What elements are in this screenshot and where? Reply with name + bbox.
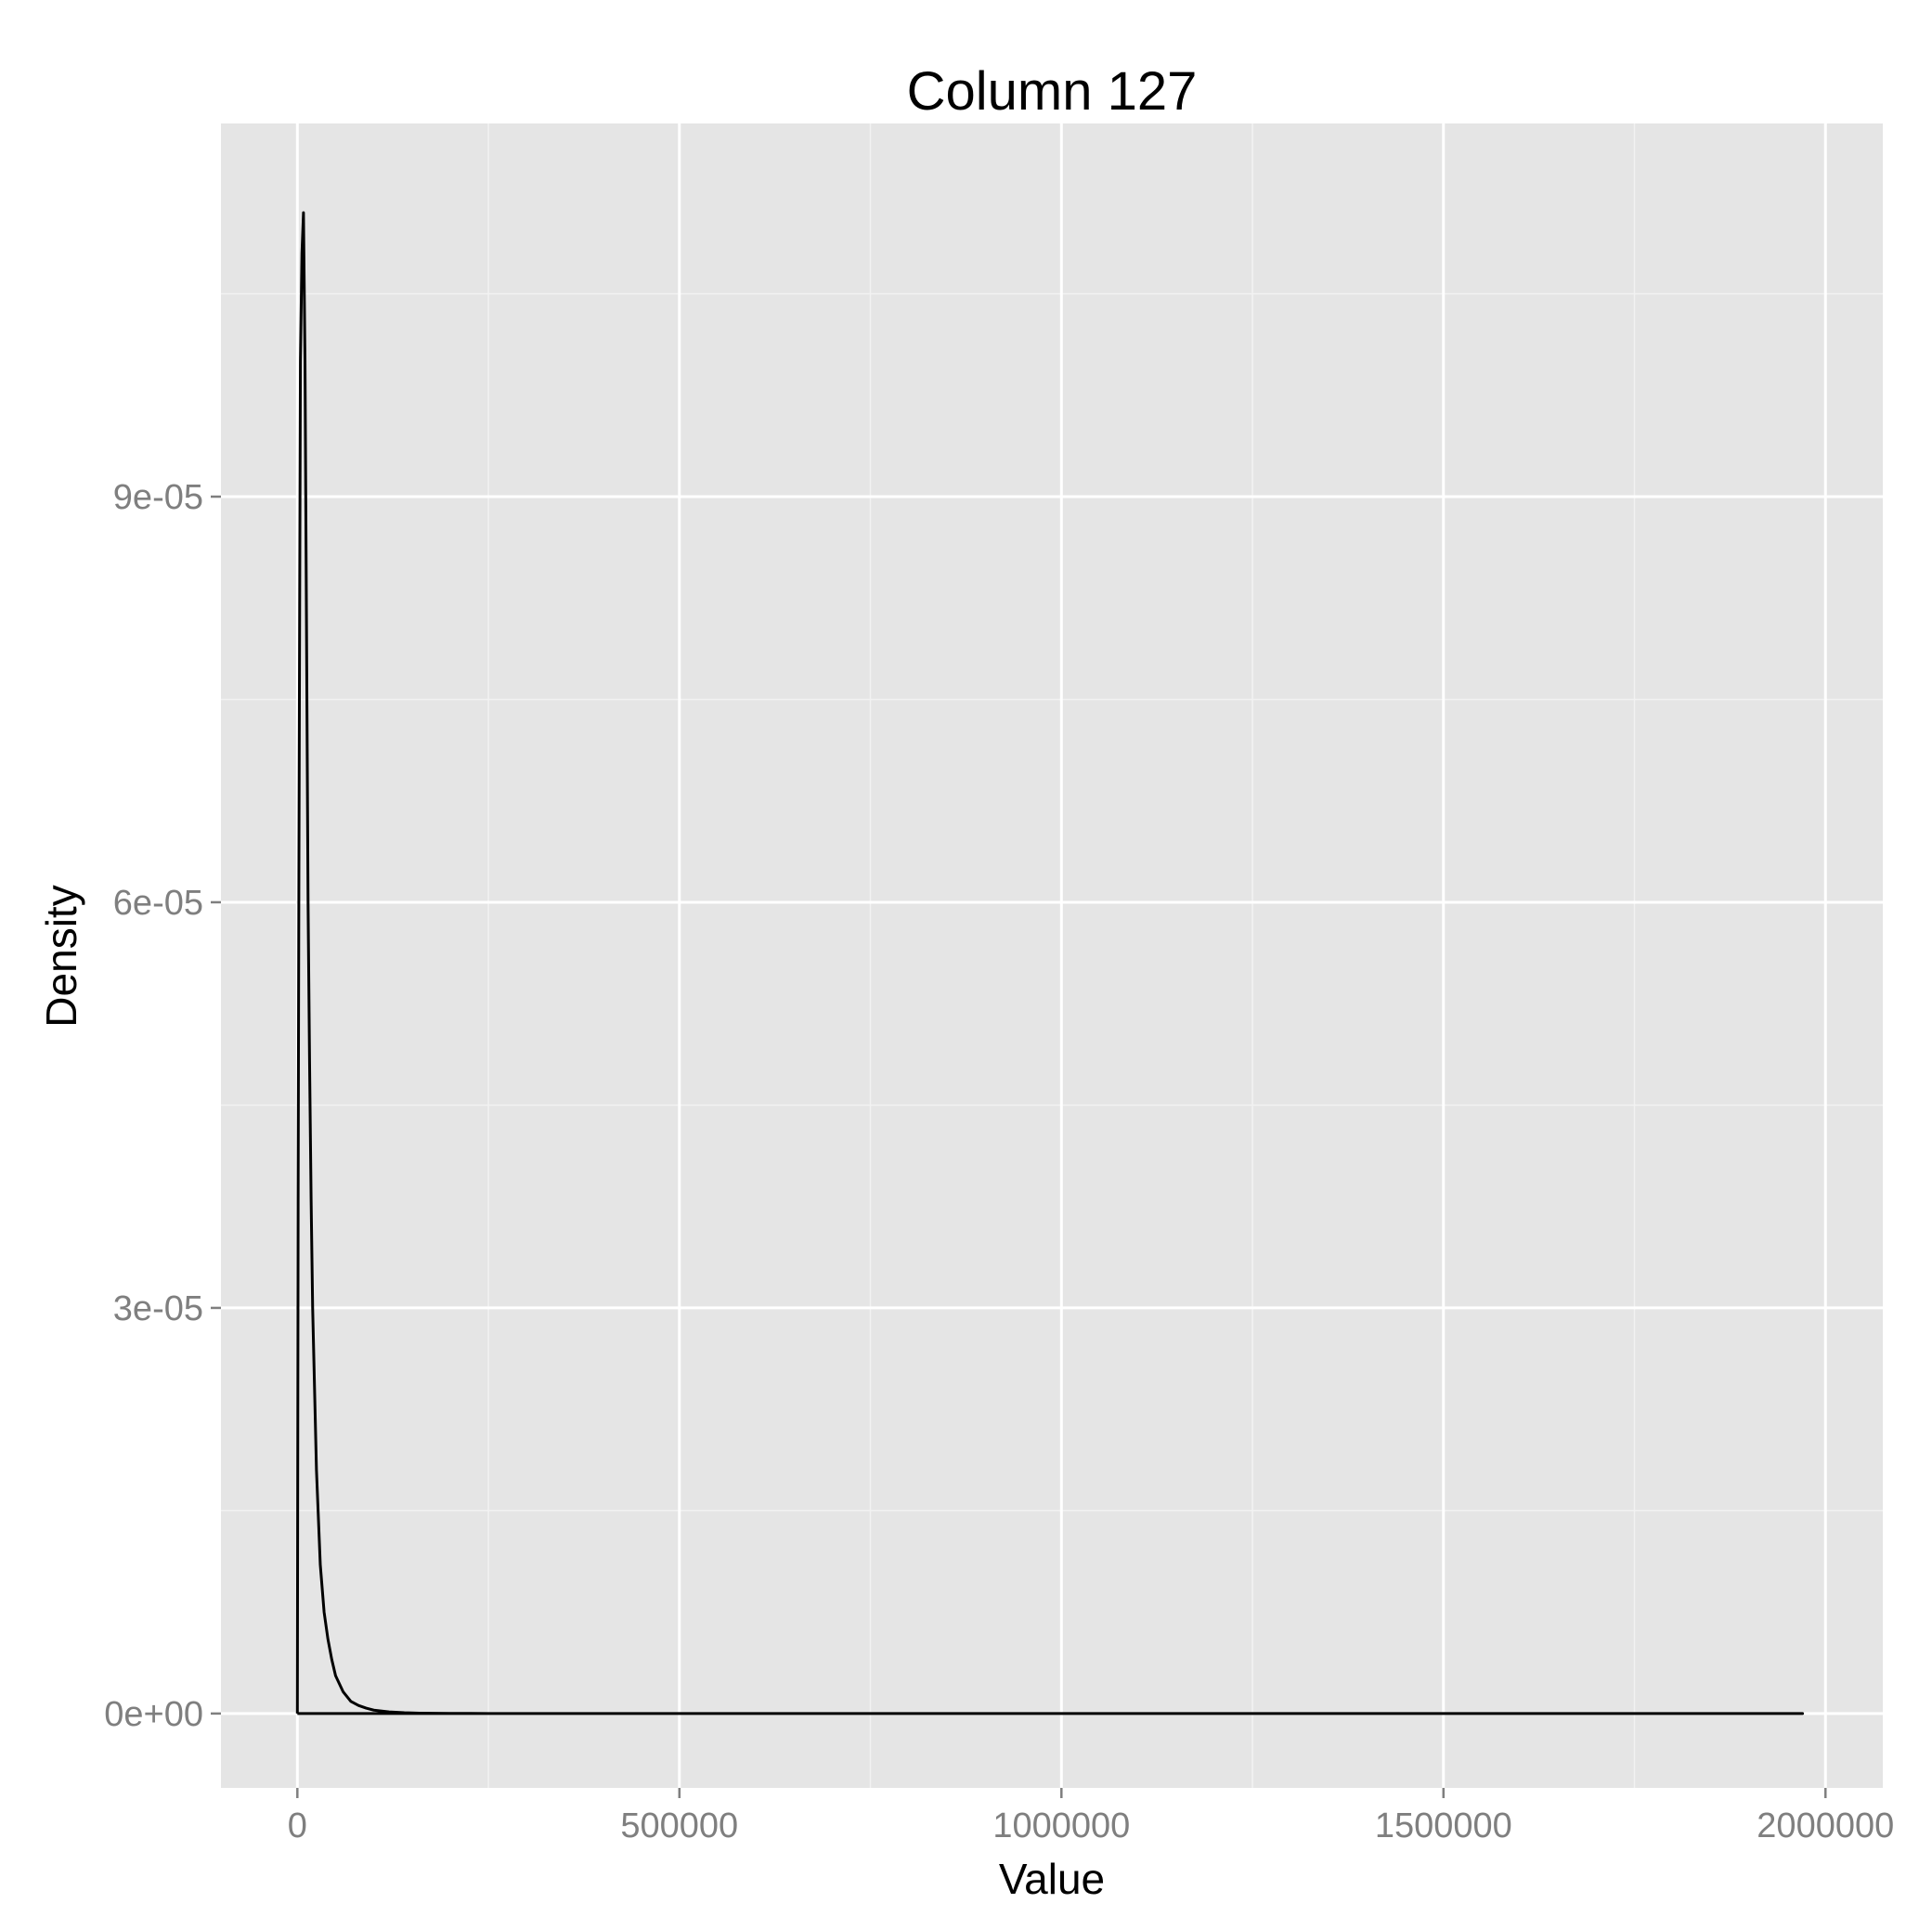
minor-gridlines: [221, 123, 1883, 1788]
y-tick-label: 9e-05: [113, 478, 203, 517]
y-axis: 0e+00 3e-05 6e-05 9e-05: [104, 478, 221, 1734]
y-tick-label: 6e-05: [113, 884, 203, 923]
density-line: [295, 211, 1805, 1715]
x-tick-label: 2000000: [1757, 1806, 1894, 1845]
x-axis: 0 500000 1000000 1500000 2000000: [288, 1788, 1894, 1845]
x-tick-label: 1500000: [1375, 1806, 1512, 1845]
y-tick-label: 3e-05: [113, 1289, 203, 1328]
plot-panel: [221, 123, 1883, 1788]
y-tick-label: 0e+00: [104, 1695, 203, 1734]
x-tick-label: 0: [288, 1806, 307, 1845]
y-axis-title: Density: [37, 885, 85, 1027]
chart-title: Column 127: [907, 61, 1198, 122]
x-axis-title: Value: [999, 1855, 1105, 1903]
x-tick-label: 500000: [620, 1806, 738, 1845]
series-layer: [295, 211, 1805, 1715]
x-tick-label: 1000000: [992, 1806, 1130, 1845]
